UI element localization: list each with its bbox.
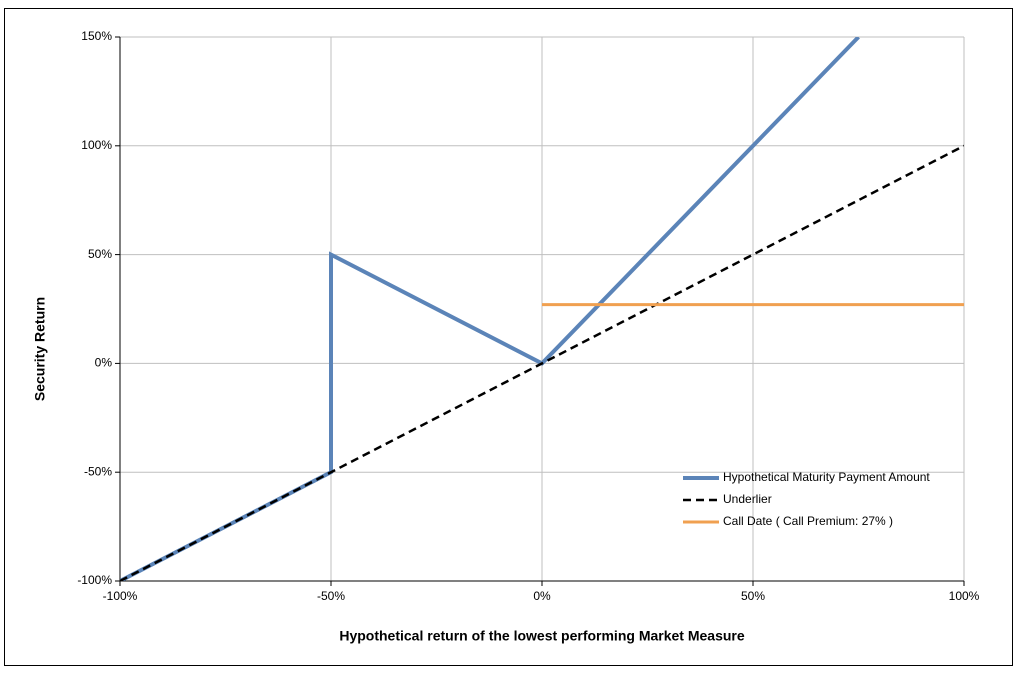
- y-tick-label: 0%: [95, 356, 113, 370]
- legend-label: Call Date ( Call Premium: 27% ): [723, 514, 893, 528]
- y-axis-label: Security Return: [32, 297, 48, 401]
- y-tick-label: 150%: [81, 29, 112, 43]
- y-tick-label: -50%: [84, 464, 112, 478]
- x-tick-label: 0%: [533, 589, 551, 603]
- x-tick-label: 50%: [741, 589, 765, 603]
- y-tick-label: 50%: [88, 247, 112, 261]
- legend-label: Underlier: [723, 492, 772, 506]
- y-tick-label: -100%: [77, 573, 112, 587]
- chart-frame: [4, 8, 1013, 666]
- y-tick-label: 100%: [81, 138, 112, 152]
- legend-label: Hypothetical Maturity Payment Amount: [723, 470, 930, 484]
- x-tick-label: 100%: [949, 589, 980, 603]
- x-tick-label: -50%: [317, 589, 345, 603]
- x-axis-label: Hypothetical return of the lowest perfor…: [339, 628, 745, 644]
- series-line: [120, 144, 964, 581]
- x-tick-label: -100%: [103, 589, 138, 603]
